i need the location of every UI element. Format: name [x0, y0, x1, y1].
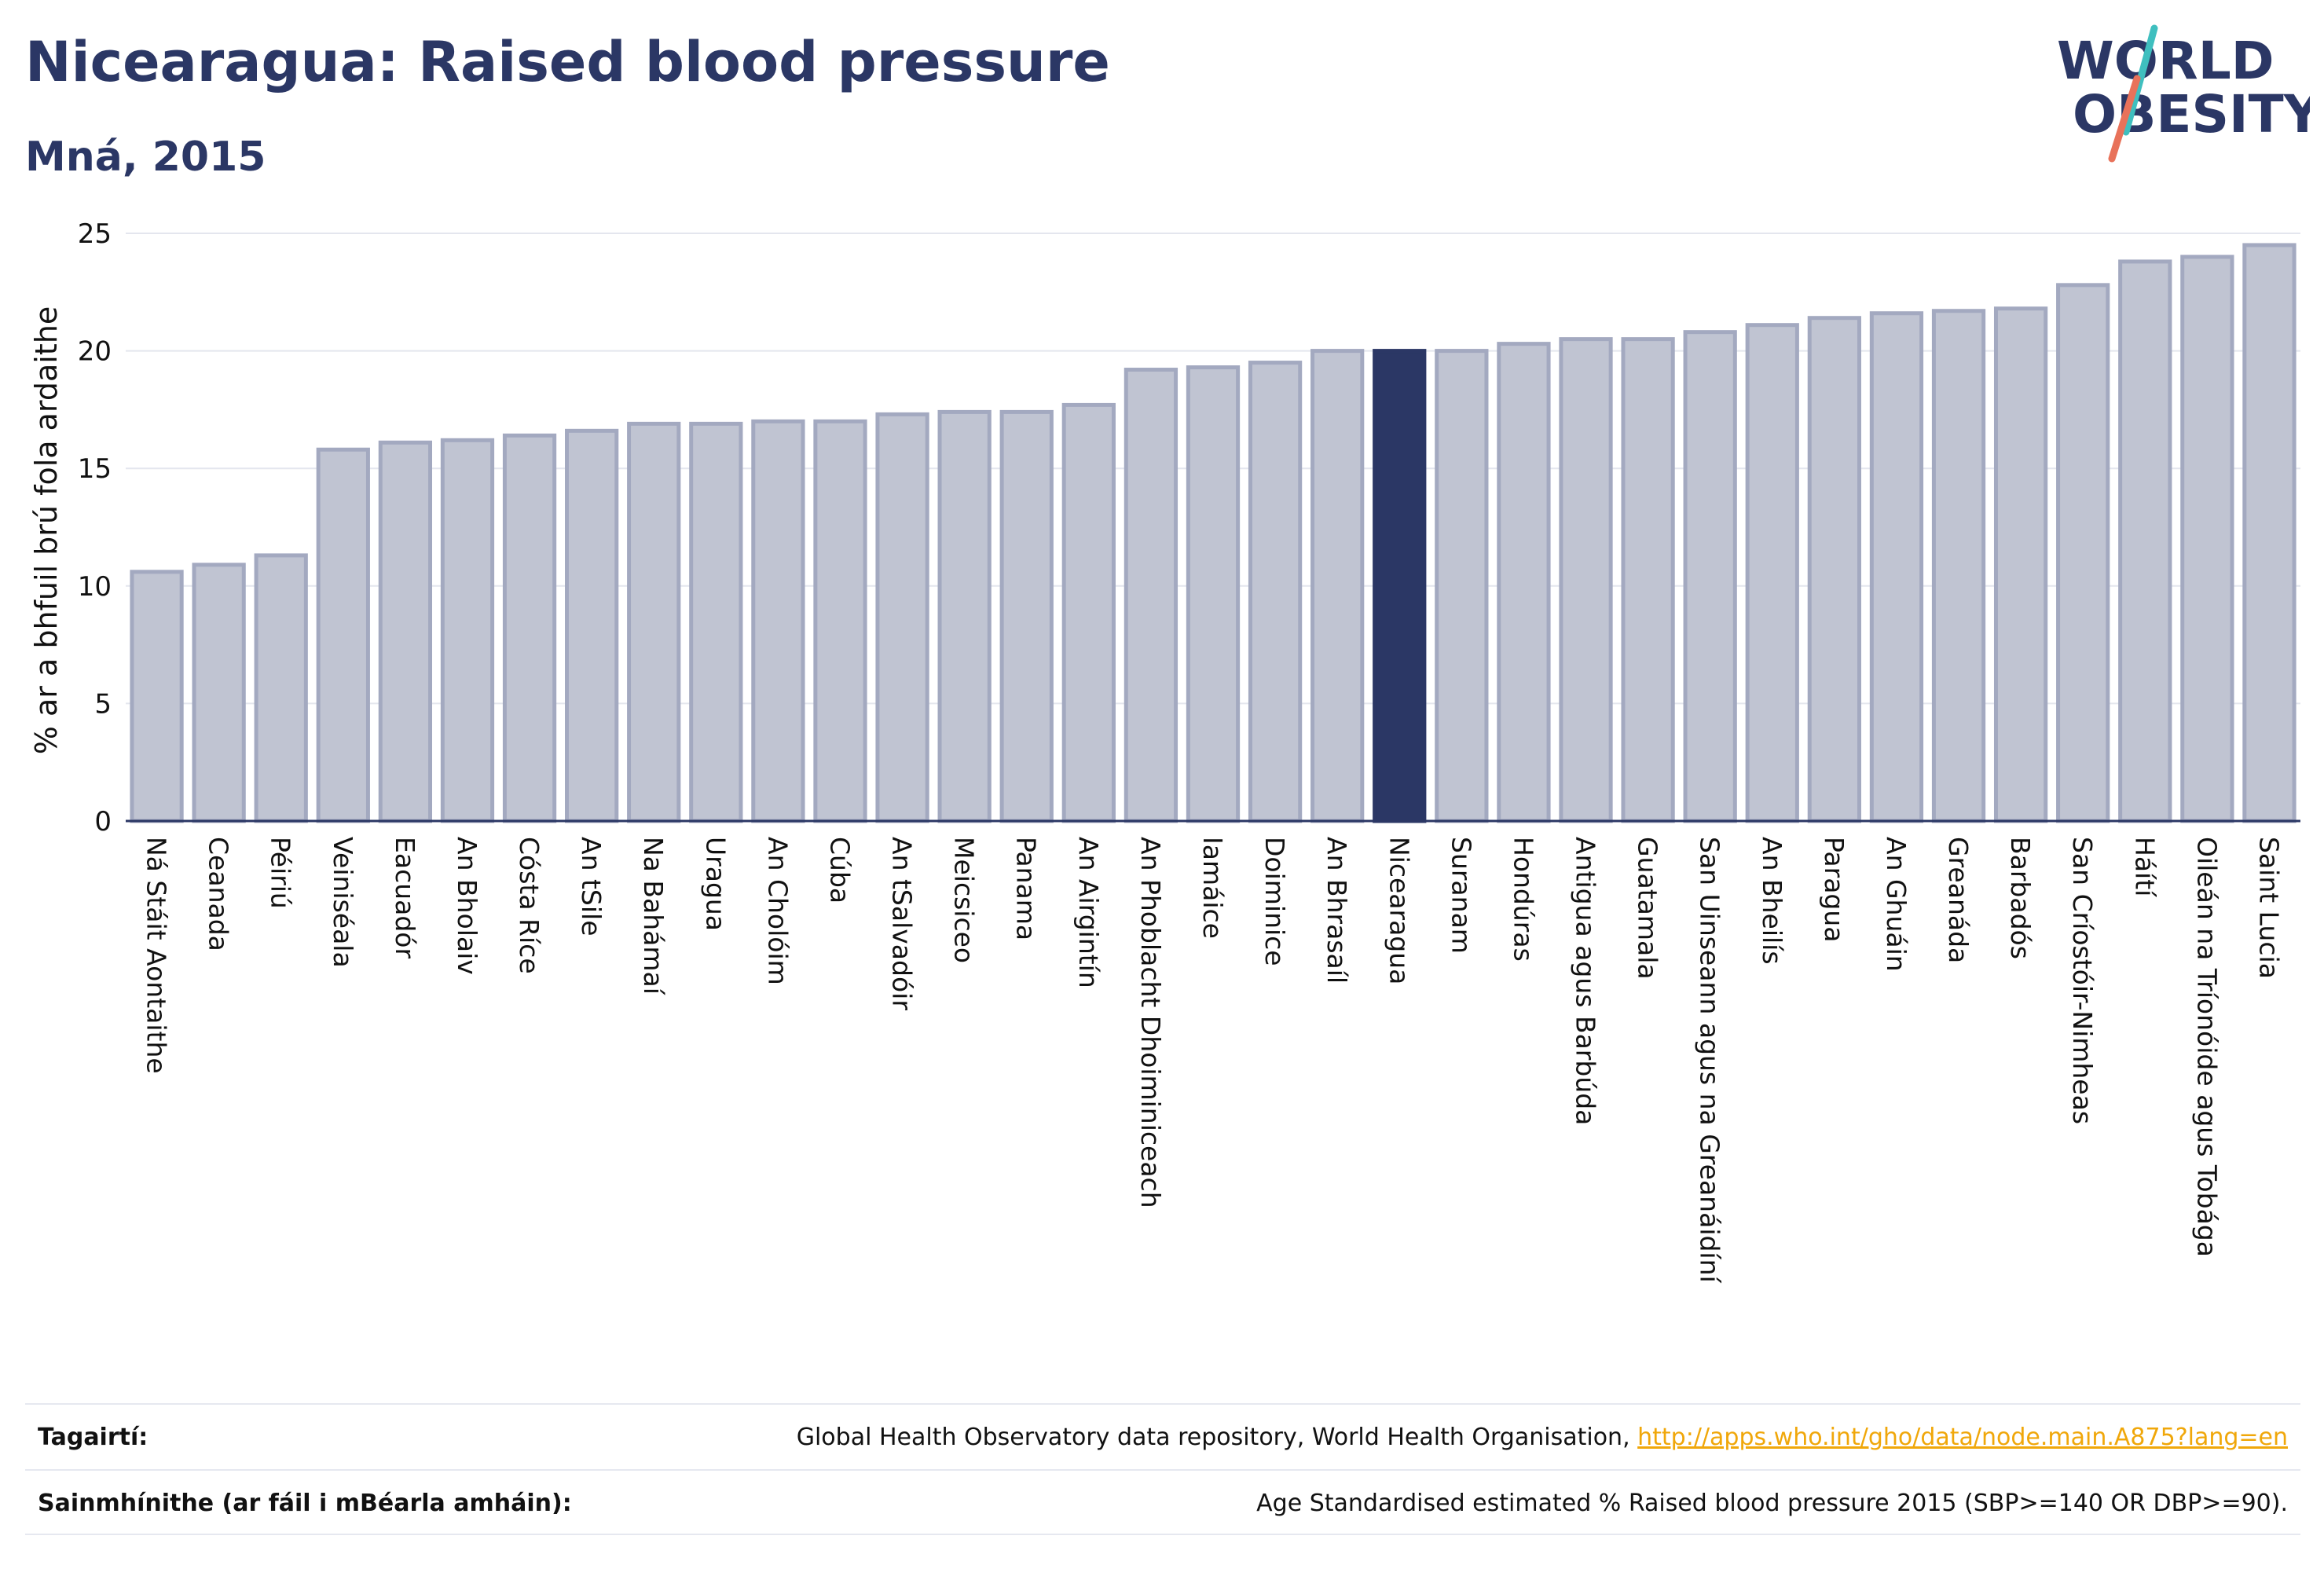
- bar-12[interactable]: [875, 412, 929, 823]
- x-tick-label: Doiminice: [1259, 837, 1290, 966]
- x-tick-label: An Cholóim: [762, 837, 793, 985]
- x-tick-label: An Phoblacht Dhoiminiceach: [1135, 837, 1166, 1208]
- references-row: Tagairtí: Global Health Observatory data…: [25, 1424, 2300, 1461]
- x-tick-label: San Uinseann agus na Greanáidíní: [1695, 837, 1725, 1285]
- x-tick-label: Meicsiceo: [949, 837, 980, 963]
- x-tick-label: Ná Stáit Aontaithe: [141, 837, 172, 1074]
- bar-7[interactable]: [565, 428, 619, 823]
- references-divider-bottom: [25, 1534, 2300, 1535]
- bar-2[interactable]: [254, 553, 308, 823]
- bar-17[interactable]: [1186, 365, 1241, 823]
- x-tick-label: An tSile: [576, 837, 607, 936]
- definitions-row: Sainmhínithe (ar fáil i mBéarla amháin):…: [25, 1490, 2300, 1527]
- y-tick-label: 15: [78, 453, 112, 485]
- world-obesity-logo: WORLD OBESITY: [2057, 24, 2310, 163]
- y-axis-ticks: 0 5 10 15 20 25: [78, 218, 112, 837]
- references-value: Global Health Observatory data repositor…: [797, 1424, 2288, 1451]
- bar-6[interactable]: [502, 433, 557, 823]
- x-tick-label: Greanáda: [1943, 837, 1974, 963]
- bar-13[interactable]: [937, 409, 992, 823]
- x-tick-label: Ceanada: [203, 837, 234, 951]
- logo-slash-coral: [2108, 75, 2141, 163]
- x-tick-label: Guatamala: [1633, 837, 1663, 980]
- bar-8[interactable]: [627, 421, 681, 823]
- bar-25[interactable]: [1683, 330, 1737, 823]
- x-tick-label: Eacuadór: [390, 837, 420, 958]
- references-label: Tagairtí:: [38, 1424, 148, 1451]
- x-tick-label: An Ghuáin: [1881, 837, 1912, 972]
- chart-subtitle: Mná, 2015: [25, 134, 266, 181]
- bar-28[interactable]: [1869, 311, 1924, 823]
- logo-text-world: WORLD: [2057, 31, 2275, 91]
- x-tick-label: Paragua: [1819, 837, 1849, 943]
- bar-34[interactable]: [2242, 243, 2297, 823]
- bar-33[interactable]: [2180, 255, 2234, 823]
- x-tick-label: An Bholaiv: [452, 837, 482, 975]
- x-tick-label: Hondúras: [1508, 837, 1538, 962]
- x-tick-label: An tSalvadóir: [887, 837, 918, 1010]
- bar-24[interactable]: [1621, 337, 1675, 823]
- chart-title: Nicearagua: Raised blood pressure: [25, 30, 1110, 94]
- bar-18[interactable]: [1248, 361, 1303, 823]
- bar-chart: 0 5 10 15 20 25 % ar a bhfuil brú fola ardait…: [29, 218, 2300, 1285]
- x-tick-label: An Airgintín: [1073, 837, 1104, 988]
- bars: [130, 243, 2297, 823]
- bar-23[interactable]: [1559, 337, 1613, 823]
- definitions-value: Age Standardised estimated % Raised bloo…: [1256, 1490, 2288, 1517]
- bar-16[interactable]: [1124, 368, 1178, 823]
- y-tick-label: 25: [78, 218, 112, 250]
- x-tick-label: Antigua agus Barbúda: [1571, 837, 1601, 1125]
- x-tick-label: Suranam: [1446, 837, 1476, 954]
- x-tick-label: Cósta Ríce: [514, 837, 544, 974]
- bar-27[interactable]: [1807, 316, 1861, 823]
- bar-9[interactable]: [689, 421, 743, 823]
- bar-10[interactable]: [751, 419, 805, 823]
- bar-3[interactable]: [316, 447, 370, 823]
- bar-11[interactable]: [813, 419, 867, 823]
- x-tick-label: An Bhrasaíl: [1321, 837, 1352, 984]
- x-tick-label: Oileán na Tríonóide agus Tobága: [2191, 837, 2222, 1257]
- bar-29[interactable]: [1931, 309, 1986, 823]
- definitions-label: Sainmhínithe (ar fáil i mBéarla amháin):: [38, 1490, 572, 1517]
- bar-30[interactable]: [1993, 306, 2048, 823]
- y-axis-label: % ar a bhfuil brú fola ardaithe: [29, 306, 64, 754]
- x-tick-label: Saint Lucia: [2253, 837, 2284, 979]
- bar-22[interactable]: [1497, 342, 1551, 823]
- x-tick-label: Na Bahámaí: [638, 837, 669, 996]
- bar-5[interactable]: [440, 438, 495, 823]
- x-tick-label: Nicearagua: [1384, 837, 1414, 984]
- y-tick-label: 0: [94, 806, 112, 837]
- x-tick-label: Panama: [1011, 837, 1042, 940]
- bar-21[interactable]: [1435, 349, 1489, 823]
- x-tick-label: Háítí: [2129, 837, 2160, 898]
- y-tick-label: 10: [78, 571, 112, 603]
- references-divider-middle: [25, 1469, 2300, 1471]
- x-tick-label: Veiniséala: [328, 837, 358, 968]
- bar-19[interactable]: [1310, 349, 1365, 823]
- bar-4[interactable]: [378, 440, 433, 823]
- x-axis-labels: Ná Stáit Aontaithe Ceanada Péiriú Veiniséal…: [141, 837, 2285, 1285]
- x-tick-label: Cúba: [824, 837, 855, 903]
- x-tick-label: An Bheilís: [1757, 837, 1787, 965]
- bar-26[interactable]: [1745, 323, 1799, 823]
- bar-31[interactable]: [2056, 283, 2110, 823]
- y-tick-label: 20: [78, 336, 112, 368]
- bar-20[interactable]: [1373, 349, 1427, 823]
- x-tick-label: Barbadós: [2005, 837, 2036, 959]
- y-tick-label: 5: [94, 688, 112, 720]
- x-tick-label: Péiriú: [266, 837, 296, 909]
- x-tick-label: Iamáice: [1197, 837, 1228, 939]
- bar-15[interactable]: [1061, 402, 1116, 823]
- x-tick-label: San Críostóir-Nimheas: [2067, 837, 2098, 1124]
- references-divider-top: [25, 1403, 2300, 1405]
- references-source-link[interactable]: http://apps.who.int/gho/data/node.main.A…: [1637, 1424, 2288, 1451]
- bar-0[interactable]: [130, 570, 184, 823]
- bar-1[interactable]: [192, 563, 246, 823]
- logo-text-obesity: OBESITY: [2073, 84, 2310, 145]
- bar-32[interactable]: [2118, 259, 2172, 823]
- references-source-text: Global Health Observatory data repositor…: [796, 1424, 1638, 1451]
- x-tick-label: Uragua: [700, 837, 731, 931]
- bar-14[interactable]: [999, 409, 1054, 823]
